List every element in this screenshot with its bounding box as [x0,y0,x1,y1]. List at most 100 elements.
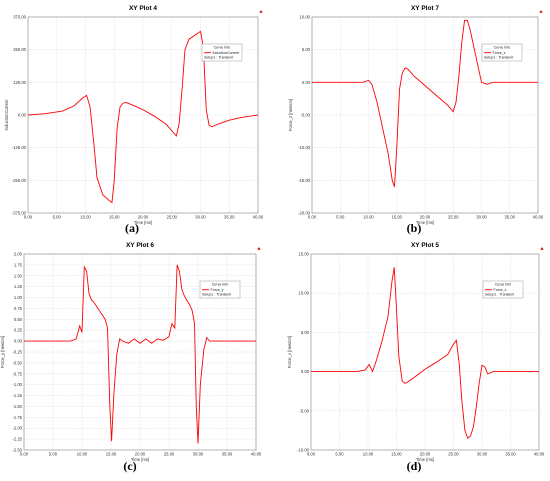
plot-frame [23,253,257,451]
y-tick-label: 5.00 [301,330,310,335]
x-tick-label: 25.00 [448,452,459,457]
y-axis-label: InductionCurrent [4,99,9,131]
legend-setup: Setup1 : Transient [484,56,513,60]
y-tick-label: 0.25 [14,328,23,333]
x-tick-label: 35.00 [224,215,235,220]
corner-marker-icon [539,10,543,13]
x-tick-label: 40.00 [533,215,544,220]
x-axis-label: Time [ms] [416,220,434,225]
y-tick-label: -2.00 [12,426,22,431]
y-tick-label: 0.00 [302,80,311,85]
series-line [27,30,259,204]
x-tick-label: 35.00 [222,452,233,457]
panel-letter: (c) [123,459,136,473]
legend-entry: Force_z [493,51,506,55]
y-tick-label: -2.25 [12,437,22,442]
x-tick-label: 20.00 [420,452,431,457]
y-tick-label: 5.00 [302,47,311,52]
x-tick-label: 30.00 [193,452,204,457]
series-line [24,264,256,444]
y-tick-label: 1.75 [14,262,23,267]
legend-entry: Force_y [211,288,224,292]
x-tick-label: 30.00 [476,215,487,220]
y-tick-label: 250.00 [13,47,26,52]
y-tick-label: -375.00 [12,211,27,216]
y-tick-label: -0.75 [12,371,22,376]
y-tick-label: 1.25 [14,284,23,289]
corner-marker-icon [259,10,263,13]
y-axis-label: Force_y [newton] [0,336,5,368]
y-tick-label: 10.00 [300,15,311,20]
y-tick-label: 2.00 [14,252,23,257]
legend-box [199,280,241,299]
legend-setup: Setup1 : Transient [204,56,233,60]
y-tick-label: 0.00 [18,113,27,118]
y-tick-label: -5.00 [299,408,309,413]
chart-title: XY Plot 4 [129,5,157,12]
chart-title: XY Plot 6 [126,242,154,249]
x-tick-label: 5.00 [336,215,345,220]
legend-setup: Setup1 : Transient [202,293,231,297]
x-tick-label: 30.00 [195,215,206,220]
y-tick-label: -0.25 [12,350,22,355]
x-tick-label: 10.00 [77,452,88,457]
y-tick-label: 0.00 [301,369,310,374]
y-tick-label: 1.50 [14,273,23,278]
y-tick-label: -15.00 [298,178,311,183]
y-tick-label: -20.00 [298,211,311,216]
y-tick-label: 0.75 [14,306,23,311]
legend-box [201,43,243,62]
legend-header: Curve Info [494,46,511,50]
y-tick-label: 0.50 [14,317,23,322]
plot-frame [310,253,540,451]
chart-panel-3: XY Plot 6 0.00 5.00 10.00 15.00 20.00 25.00 30.… [0,242,262,462]
panel-letter: (b) [407,221,422,235]
chart-title: XY Plot 5 [411,242,439,249]
y-tick-label: 15.00 [299,252,310,257]
legend-entry: Force_x [494,288,507,292]
x-tick-label: 25.00 [167,215,178,220]
x-axis-label: Time [ms] [131,457,149,462]
y-tick-label: -1.75 [12,415,22,420]
corner-marker-icon [257,247,261,250]
y-tick-label: -10.00 [298,145,311,150]
legend-box [481,43,523,62]
y-tick-label: -1.25 [12,393,22,398]
x-tick-label: 20.00 [420,215,431,220]
x-tick-label: 0.00 [24,215,33,220]
x-tick-label: 0.00 [307,452,316,457]
series-line [311,267,539,439]
x-tick-label: 40.00 [251,452,262,457]
series-line [312,19,538,188]
plot-frame [311,16,539,214]
x-tick-label: 20.00 [138,215,149,220]
panel-letter: (a) [125,221,139,235]
x-axis-label: Time [ms] [134,220,152,225]
x-tick-label: 10.00 [363,452,374,457]
x-tick-label: 40.00 [253,215,264,220]
x-tick-label: 5.00 [53,215,62,220]
x-tick-label: 10.00 [80,215,91,220]
chart-panel-4: XY Plot 5 0.00 5.00 10.00 15.00 20.00 25.00 30.… [287,242,545,462]
x-tick-label: 35.00 [505,215,516,220]
chart-title: XY Plot 7 [411,5,439,12]
x-tick-label: 0.00 [308,215,317,220]
x-tick-label: 15.00 [391,452,402,457]
y-tick-label: -5.00 [300,113,310,118]
x-tick-label: 5.00 [49,452,58,457]
x-tick-label: 15.00 [106,452,117,457]
y-tick-label: -125.00 [12,145,27,150]
legend-box [482,280,524,299]
y-tick-label: -0.50 [12,360,22,365]
corner-marker-icon [540,247,544,250]
x-tick-label: 25.00 [164,452,175,457]
x-tick-label: 20.00 [135,452,146,457]
y-axis-label: Force_z [newton] [288,99,293,131]
y-tick-label: -1.50 [12,404,22,409]
legend-header: Curve Info [214,46,231,50]
y-tick-label: -250.00 [12,178,27,183]
